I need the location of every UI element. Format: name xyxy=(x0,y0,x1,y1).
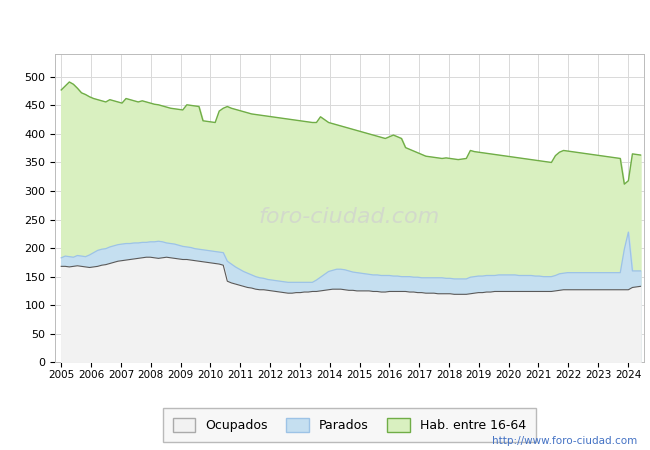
Text: Aliaguilla - Evolucion de la poblacion en edad de Trabajar Mayo de 2024: Aliaguilla - Evolucion de la poblacion e… xyxy=(61,16,589,31)
Text: foro-ciudad.com: foro-ciudad.com xyxy=(259,207,440,227)
Legend: Ocupados, Parados, Hab. entre 16-64: Ocupados, Parados, Hab. entre 16-64 xyxy=(162,408,536,442)
Text: http://www.foro-ciudad.com: http://www.foro-ciudad.com xyxy=(492,436,637,446)
